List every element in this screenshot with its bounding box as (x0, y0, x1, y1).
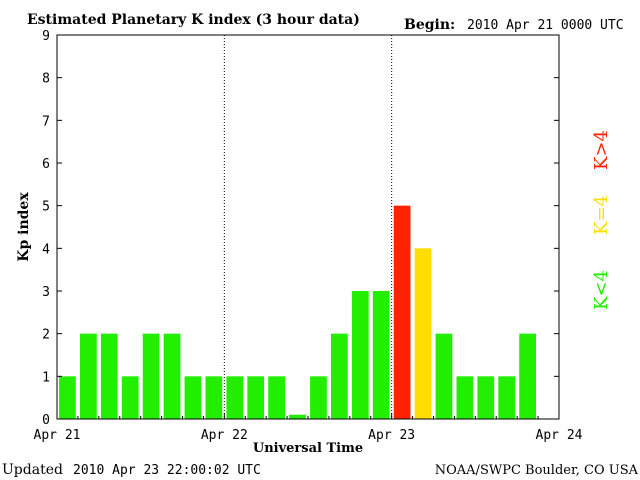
chart-title: Estimated Planetary K index (3 hour data… (27, 12, 360, 28)
y-tick-label: 8 (42, 72, 50, 87)
y-tick-label: 7 (42, 114, 50, 129)
kp-bar (331, 333, 348, 419)
kp-bar (351, 291, 369, 419)
kp-bar (142, 333, 160, 419)
updated-label: Updated (2, 462, 63, 478)
y-tick-label: 2 (42, 328, 50, 343)
kp-bar (268, 376, 285, 419)
begin-value: 2010 Apr 21 0000 UTC (467, 18, 624, 33)
begin-label: Begin: (404, 17, 455, 33)
kp-bar (393, 205, 411, 419)
kp-bar (121, 376, 139, 419)
kp-bar (80, 333, 97, 419)
kp-bar (519, 333, 536, 419)
bars-layer (59, 205, 536, 419)
kp-bar (289, 414, 306, 419)
kp-bar (310, 376, 327, 419)
legend-item: K=4 (591, 195, 612, 235)
y-tick-label: 3 (42, 285, 50, 300)
grid-layer (223, 35, 393, 419)
y-tick-label: 1 (42, 370, 50, 385)
kp-bar (184, 376, 202, 419)
x-tick-label: Apr 21 (34, 428, 81, 443)
kp-bar (205, 376, 223, 419)
kp-bar (372, 291, 390, 419)
kp-bar (59, 376, 76, 419)
x-tick-label: Apr 22 (201, 428, 248, 443)
kp-bar (247, 376, 265, 419)
legend-item: K<4 (591, 270, 612, 310)
x-ticks-layer: Apr 21 Apr 22 Apr 23 Apr 24 (34, 413, 583, 443)
y-ticks-layer: 0 1 2 3 4 5 6 7 8 9 (42, 29, 559, 428)
kp-bar (456, 376, 474, 419)
kp-bar (163, 333, 181, 419)
legend: K>4 K=4 K<4 (591, 130, 612, 310)
kp-bar (414, 248, 432, 419)
x-tick-label: Apr 24 (536, 428, 583, 443)
updated-value: 2010 Apr 23 22:00:02 UTC (73, 463, 261, 478)
kp-bar (435, 333, 453, 419)
y-tick-label: 0 (42, 413, 50, 428)
y-tick-label: 6 (42, 157, 50, 172)
source-credit: NOAA/SWPC Boulder, CO USA (435, 463, 639, 478)
plot-frame (56, 34, 560, 420)
legend-item: K>4 (591, 130, 612, 170)
y-tick-label: 4 (42, 242, 50, 257)
y-tick-label: 9 (42, 29, 50, 44)
x-tick-label: Apr 23 (368, 428, 415, 443)
x-axis-label: Universal Time (253, 441, 363, 456)
y-tick-label: 5 (42, 200, 50, 215)
kp-bar (226, 376, 244, 419)
kp-bar (477, 376, 495, 419)
y-axis-label: Kp index (16, 192, 32, 262)
kp-bar (100, 333, 118, 419)
kp-bar (498, 376, 516, 419)
